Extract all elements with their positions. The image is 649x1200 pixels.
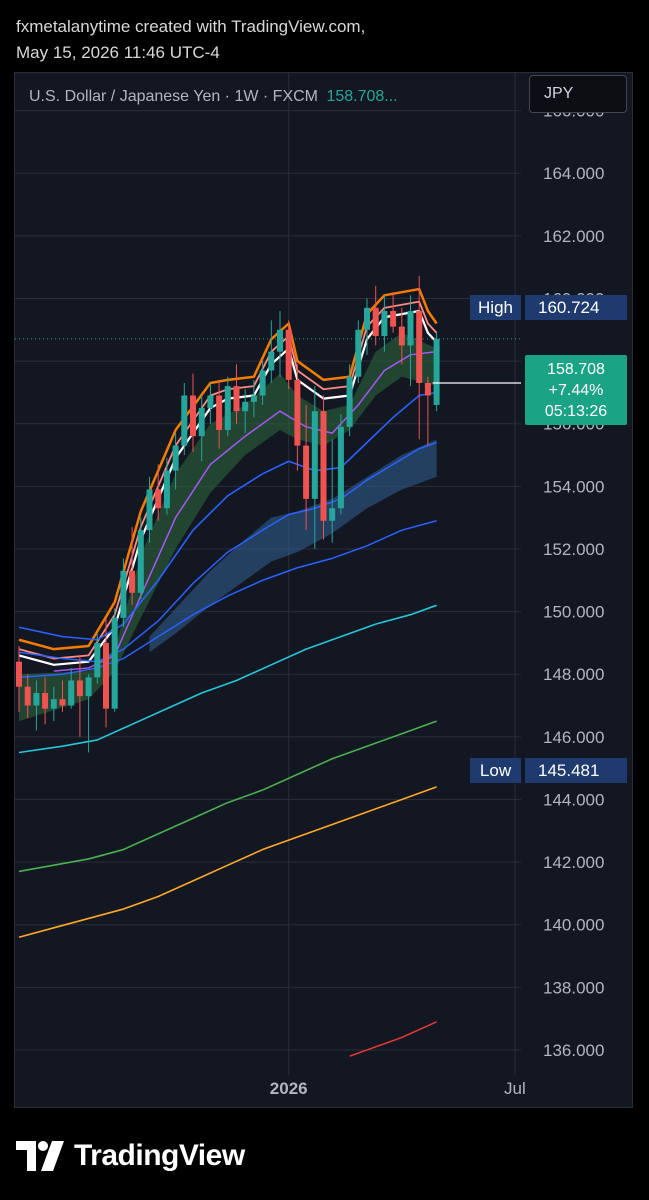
candle-body	[268, 351, 275, 371]
candle-body	[233, 386, 240, 412]
candle-body	[94, 642, 101, 678]
candle-body	[146, 489, 153, 531]
candle-body	[407, 310, 414, 346]
tradingview-logo-icon	[16, 1141, 64, 1171]
candle-body	[329, 508, 336, 521]
candle-body	[120, 570, 127, 618]
candle-body	[424, 382, 431, 396]
last-price-label: 158.708 +7.44% 05:13:26	[525, 355, 627, 425]
high-value-badge: 160.724	[525, 295, 627, 320]
indicator-line	[349, 1021, 437, 1057]
indicator-band	[149, 439, 437, 653]
candle-body	[346, 376, 353, 427]
candle-body	[24, 686, 31, 706]
price-change-percent: +7.44%	[548, 382, 604, 399]
symbol-name: U.S. Dollar / Japanese Yen · 1W · FXCM	[29, 88, 318, 105]
candle-body	[190, 395, 196, 437]
symbol-legend: U.S. Dollar / Japanese Yen · 1W · FXCM 1…	[29, 88, 398, 106]
candle-body	[398, 326, 405, 346]
candle-body	[242, 401, 249, 412]
price-axis-label: 138.000	[543, 978, 604, 997]
price-axis-label: 154.000	[543, 477, 604, 496]
indicator-line	[53, 350, 437, 672]
time-axis-label: 2026	[270, 1079, 308, 1098]
tradingview-wordmark: TradingView	[74, 1139, 245, 1172]
legend-price: 158.708...	[326, 88, 398, 105]
chart-panel[interactable]: 136.000 138.000 140.000 142.000 144.000 146.0…	[14, 72, 633, 1108]
candle-body	[224, 386, 231, 430]
candle-body	[16, 661, 22, 687]
candle-body	[33, 692, 40, 706]
candle-body	[216, 395, 223, 430]
price-axis-label: 136.000	[543, 1041, 604, 1060]
candle-body	[103, 642, 109, 709]
candle-body	[303, 445, 310, 499]
candle-body	[76, 680, 83, 697]
candle-body	[68, 680, 75, 706]
candle-body	[416, 310, 423, 383]
candle-body	[181, 395, 188, 446]
candle-body	[311, 411, 318, 499]
price-axis-label: 144.000	[543, 790, 604, 809]
candle-body	[137, 530, 144, 593]
candle-body	[433, 338, 440, 405]
candle-body	[390, 310, 397, 327]
chart-date-line: May 15, 2026 11:46 UTC-4	[16, 43, 220, 62]
last-price-value: 158.708	[547, 361, 605, 378]
currency-button[interactable]: JPY	[529, 75, 627, 113]
candle-body	[320, 411, 327, 521]
candle-body	[85, 677, 92, 697]
candle-body	[294, 379, 301, 446]
price-axis-label: 148.000	[543, 665, 604, 684]
price-axis-label: 146.000	[543, 728, 604, 747]
price-axis-label: 162.000	[543, 227, 604, 246]
indicator-line	[18, 520, 437, 679]
candle-body	[129, 570, 136, 593]
candle-body	[259, 370, 266, 396]
candle-body	[250, 395, 257, 402]
chart-author-line: fxmetalanytime created with TradingView.…	[16, 17, 366, 36]
candle-body	[277, 329, 283, 352]
time-axis-label: Jul	[504, 1079, 526, 1098]
price-axis-label: 150.000	[543, 603, 604, 622]
price-chart[interactable]: 136.000 138.000 140.000 142.000 144.000 146.0…	[15, 73, 634, 1109]
candle-body	[42, 692, 49, 709]
candle-body	[337, 426, 344, 509]
candle-body	[59, 699, 66, 706]
low-value-badge: 145.481	[525, 758, 627, 783]
price-axis-label: 142.000	[543, 853, 604, 872]
candle-body	[172, 445, 179, 471]
indicator-line	[18, 720, 437, 873]
low-label: Low	[470, 758, 521, 783]
candle-body	[207, 395, 214, 409]
price-axis-label: 140.000	[543, 916, 604, 935]
candle-body	[111, 617, 118, 709]
candle-body	[50, 699, 57, 709]
bar-countdown: 05:13:26	[544, 403, 608, 420]
candle-body	[198, 408, 205, 437]
price-axis-label: 152.000	[543, 540, 604, 559]
indicator-line	[18, 604, 437, 754]
candle-body	[355, 329, 362, 377]
candle-body	[381, 310, 388, 337]
candle-body	[372, 307, 379, 337]
candle-body	[155, 489, 162, 509]
candle-body	[364, 307, 370, 330]
indicator-line	[18, 786, 437, 938]
high-label: High	[470, 295, 521, 320]
tradingview-logo: TradingView	[16, 1136, 245, 1176]
candle-body	[163, 470, 170, 509]
price-axis-label: 164.000	[543, 164, 604, 183]
candle-body	[285, 329, 292, 380]
indicator-line	[18, 441, 437, 663]
